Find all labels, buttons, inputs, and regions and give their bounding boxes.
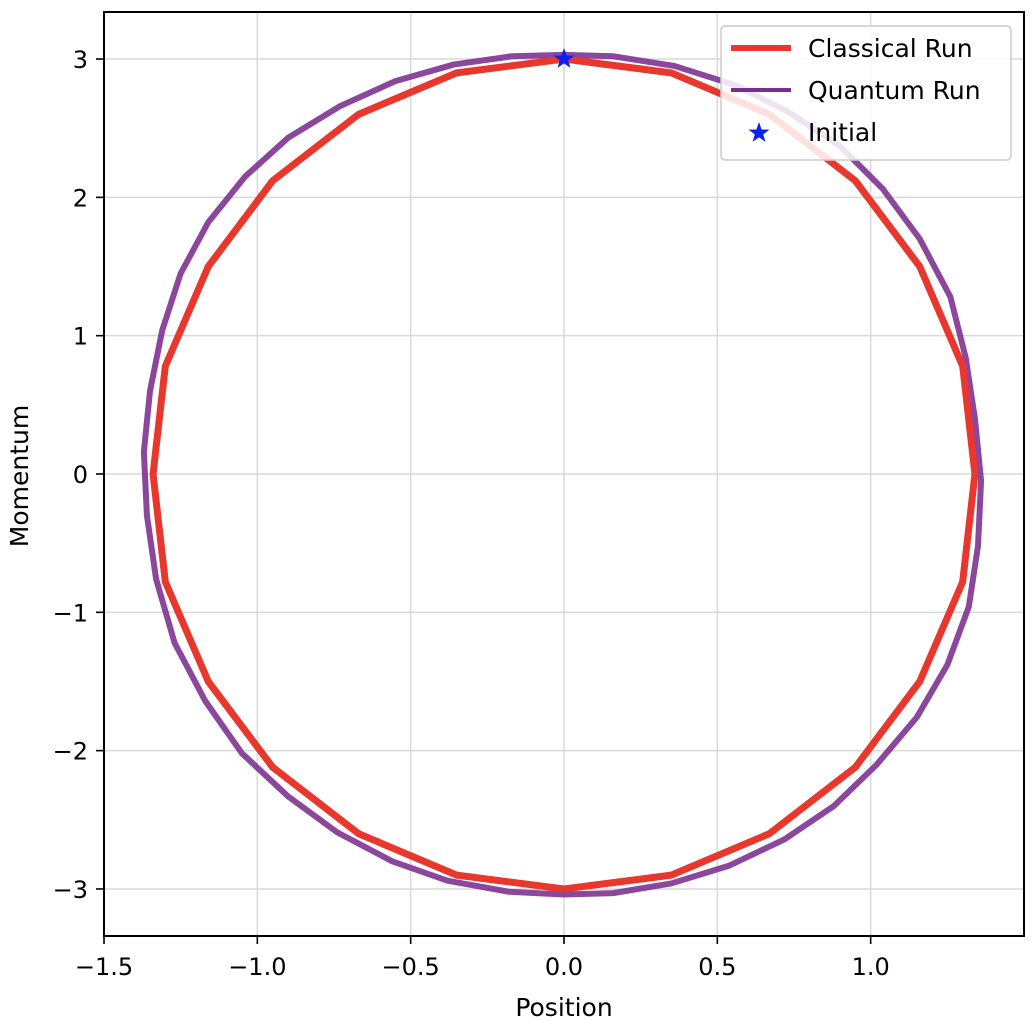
y-tick-label-3: 3	[73, 46, 88, 74]
legend-label-initial: Initial	[808, 118, 877, 147]
y-tick-label-1: 1	[73, 323, 88, 351]
x-tick-label-1.0: −1.0	[228, 953, 286, 981]
y-tick-label-2: 2	[73, 184, 88, 212]
x-tick-label-0.5: 0.5	[698, 953, 736, 981]
legend: Classical Run Quantum Run Initial	[720, 25, 1012, 161]
y-axis-title: Momentum	[5, 405, 34, 547]
x-tick-label-1.0: 1.0	[852, 953, 890, 981]
y-tick-label-3: −3	[53, 876, 88, 904]
series-classical-run-line	[149, 55, 979, 893]
x-tick-label-0.5: −0.5	[382, 953, 440, 981]
legend-star-marker	[748, 122, 770, 142]
series-quantum-run-line	[140, 51, 985, 898]
legend-swatch-initial	[748, 122, 770, 142]
legend-box	[720, 25, 1012, 161]
x-tick-label-0.0: 0.0	[545, 953, 583, 981]
x-axis-title: Position	[515, 993, 612, 1020]
series-layer	[140, 48, 985, 898]
y-tick-label-1: −1	[53, 599, 88, 627]
legend-label-classical-run: Classical Run	[808, 34, 973, 63]
tick-layer: −1.5 −1.0 −0.5 0.0 0.5 1.0 −3 −2 −1 0 1 2 3	[53, 46, 890, 981]
y-tick-label-2: −2	[53, 738, 88, 766]
y-tick-label-0: 0	[73, 461, 88, 489]
legend-label-quantum-run: Quantum Run	[808, 76, 981, 105]
x-tick-label-1.5: −1.5	[75, 953, 133, 981]
series-initial-star-marker	[553, 48, 575, 68]
